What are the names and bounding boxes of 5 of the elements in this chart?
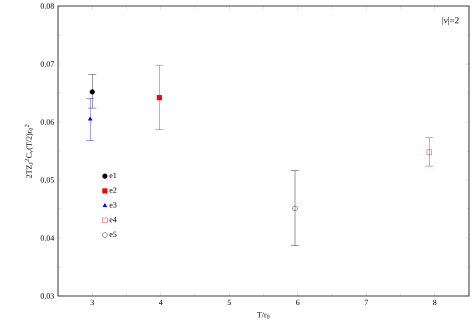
point	[156, 95, 162, 100]
annotation: |ν|=2	[442, 16, 459, 26]
point	[426, 150, 432, 155]
point	[90, 89, 95, 94]
point	[88, 116, 92, 121]
